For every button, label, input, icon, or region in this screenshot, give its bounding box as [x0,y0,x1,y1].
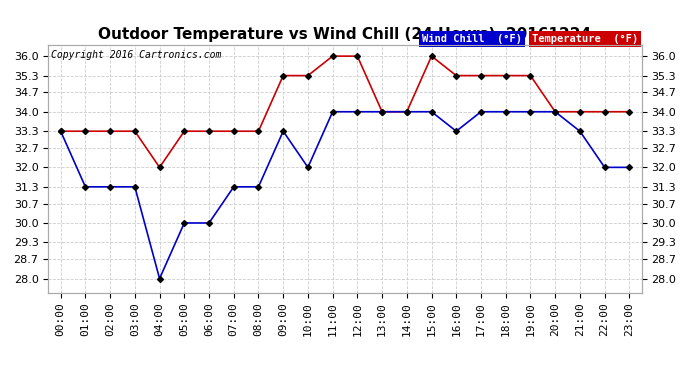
Text: Wind Chill  (°F): Wind Chill (°F) [422,34,522,44]
Title: Outdoor Temperature vs Wind Chill (24 Hours)  20161224: Outdoor Temperature vs Wind Chill (24 Ho… [99,27,591,42]
Text: Temperature  (°F): Temperature (°F) [532,34,638,44]
Text: Copyright 2016 Cartronics.com: Copyright 2016 Cartronics.com [51,50,221,60]
